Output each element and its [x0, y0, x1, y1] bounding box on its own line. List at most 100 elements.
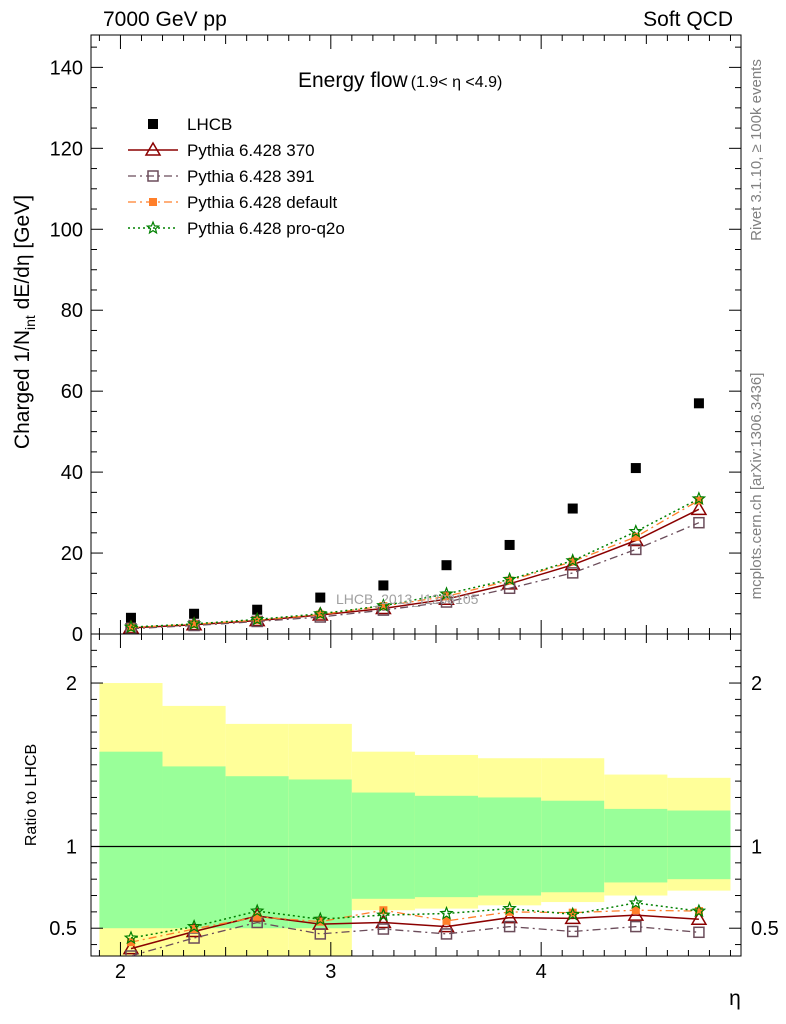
main-y-tick-label: 100: [50, 219, 83, 241]
mcplots-label: mcplots.cern.ch [arXiv:1306.3436]: [748, 373, 765, 600]
series-point: [439, 586, 454, 601]
ratio-series-point: [313, 911, 328, 926]
x-axis-label: η: [729, 987, 741, 1010]
legend-marker: [147, 170, 159, 182]
ratio-series-point: [186, 918, 202, 933]
legend-marker: [148, 119, 158, 129]
ratio-series-point: [126, 938, 135, 947]
series-point: [565, 553, 580, 567]
x-tick-label: 4: [536, 961, 547, 983]
series-point: [694, 496, 703, 505]
ratio-series: [122, 895, 708, 956]
data-point: [504, 539, 515, 550]
band-inner-bin: [99, 751, 163, 929]
series-line: [130, 499, 700, 629]
ratio-series-point: [375, 914, 392, 929]
data-point: [378, 580, 389, 591]
ratio-y-tick-label: 0.5: [49, 918, 77, 940]
data-point: [441, 560, 452, 571]
main-y-tick-label: 120: [50, 138, 83, 160]
legend-marker: [144, 141, 162, 156]
ratio-series-point: [253, 912, 262, 921]
ratio-series-point: [442, 916, 451, 925]
series-point: [628, 523, 644, 538]
band-inner-bin: [225, 776, 289, 929]
series-point: [693, 516, 705, 529]
ratio-series-point: [440, 928, 453, 940]
legend-marker: [149, 198, 157, 206]
series-point: [502, 571, 517, 586]
band-inner-bin: [162, 766, 226, 929]
x-tick-label: 3: [325, 961, 336, 983]
series-point: [690, 500, 708, 516]
ratio-panel: 2 3 4 0.5 0.5 1 1 2 2: [49, 633, 779, 983]
main-y-axis-label: Charged 1/Nint dE/dη [GeV]: [11, 195, 38, 449]
series-point: [313, 606, 328, 620]
ratio-frame: [90, 633, 742, 957]
legend-entry-pq2o: Pythia 6.428 pro-q2o: [128, 219, 345, 238]
series-point: [253, 616, 262, 625]
ratio-series-line: [130, 921, 699, 956]
legend-entry-pdefault: Pythia 6.428 default: [128, 193, 338, 212]
legend-label: Pythia 6.428 391: [187, 167, 315, 186]
ratio-y-tick-label: 1: [66, 836, 77, 858]
legend: LHCB Pythia 6.428 370 Pythia 6.428 391 Pyth…: [128, 115, 345, 238]
data-point: [630, 463, 641, 474]
data-point: [125, 612, 136, 623]
ratio-series-point: [630, 920, 642, 933]
legend-label: LHCB: [187, 115, 232, 134]
series-point: [376, 598, 391, 612]
ratio-series-point: [122, 940, 140, 955]
series-point: [249, 611, 265, 626]
ratio-series-point: [439, 905, 454, 920]
main-y-tick-label: 40: [61, 462, 83, 484]
main-y-tick-label: 60: [61, 381, 83, 403]
band-inner-bin: [604, 808, 668, 883]
chart-title: Energy flow (1.9< η <4.9): [298, 69, 502, 92]
ratio-series-point: [376, 907, 391, 922]
chart-title-text: Energy flow: [298, 69, 409, 92]
series-point: [505, 576, 514, 585]
ratio-y-tick-label-right: 0.5: [751, 918, 779, 940]
y-axis-label-pre: Charged 1/N: [11, 330, 34, 449]
series-point: [126, 623, 135, 632]
legend-label: Pythia 6.428 default: [187, 193, 338, 212]
band-inner-bin: [667, 810, 731, 880]
ratio-series-point: [314, 928, 327, 940]
header-left-label: 7000 GeV pp: [103, 8, 227, 31]
ratio-bands: [99, 683, 731, 956]
ratio-y-tick-label: 2: [66, 673, 77, 695]
x-tick-label: 2: [115, 961, 126, 983]
ratio-series-point: [125, 950, 137, 956]
main-y-tick-label: 140: [50, 57, 83, 79]
main-panel: 0 20 40 60 80 100 120 140: [50, 34, 742, 646]
ratio-series-point: [249, 903, 265, 918]
series-point: [379, 602, 388, 611]
main-y-tick-label: 0: [72, 624, 83, 646]
legend-entry-data: LHCB: [148, 115, 232, 134]
main-y-tick-label: 80: [61, 300, 83, 322]
ratio-series-point: [566, 925, 579, 938]
series-point: [186, 616, 202, 631]
data-point: [315, 592, 326, 603]
ratio-series-point: [565, 906, 580, 921]
chart-title-suffix: (1.9< η <4.9): [411, 74, 503, 91]
header-right-label: Soft QCD: [643, 8, 733, 31]
data-point: [189, 608, 200, 619]
series-p391: [125, 516, 705, 635]
ratio-series-p391: [125, 916, 705, 956]
data-point: [252, 604, 263, 615]
band-inner-bin: [288, 779, 352, 929]
series-line: [130, 508, 700, 629]
ratio-series-line: [130, 909, 699, 943]
series-point: [566, 567, 579, 579]
series-line: [130, 498, 700, 628]
ratio-series-line: [130, 902, 699, 939]
ratio-series-point: [123, 930, 139, 945]
ratio-series-point: [438, 918, 455, 933]
series-point: [568, 557, 577, 566]
ratio-series-point: [503, 920, 516, 933]
ratio-y-axis-label: Ratio to LHCB: [23, 744, 40, 846]
y-axis-label-post: dE/dη [GeV]: [11, 195, 34, 315]
